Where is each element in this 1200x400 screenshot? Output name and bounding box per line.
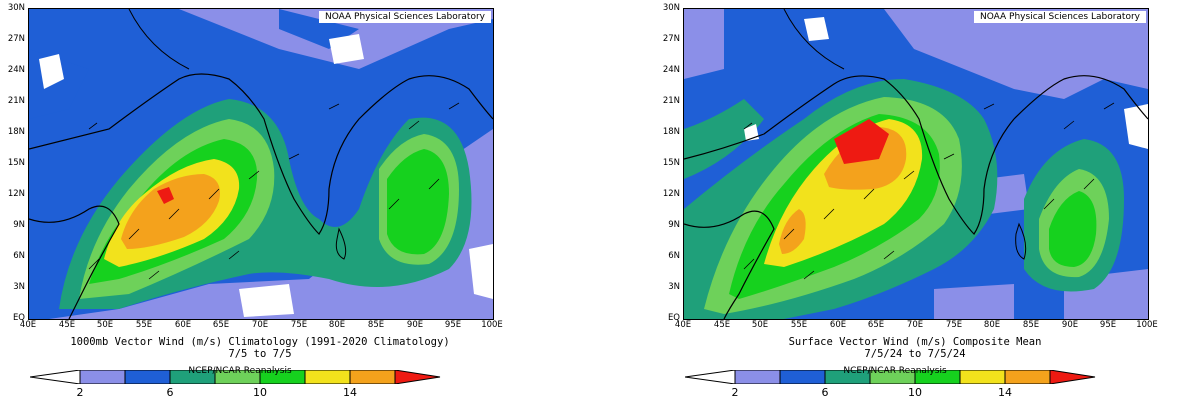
wind-speed-contour-map bbox=[684, 9, 1148, 319]
y-tick: EQ bbox=[667, 313, 680, 323]
caption-title: 1000mb Vector Wind (m/s) Climatology (19… bbox=[70, 336, 450, 348]
caption-dates: 7/5 to 7/5 bbox=[228, 348, 292, 360]
x-tick: 50E bbox=[751, 320, 769, 330]
y-tick: 30N bbox=[662, 3, 680, 13]
composite-panel: NOAA Physical Sciences Laboratory bbox=[655, 0, 1195, 400]
x-tick: 95E bbox=[1099, 320, 1117, 330]
x-tick: 95E bbox=[444, 320, 462, 330]
x-tick: 60E bbox=[174, 320, 192, 330]
colorbar-tick: 6 bbox=[166, 386, 174, 399]
x-tick: 45E bbox=[713, 320, 731, 330]
y-tick: 24N bbox=[7, 65, 25, 75]
climatology-map: NOAA Physical Sciences Laboratory bbox=[28, 8, 494, 320]
y-tick: 30N bbox=[7, 3, 25, 13]
y-tick: 27N bbox=[662, 34, 680, 44]
data-source-label: NCEP/NCAR Reanalysis bbox=[843, 366, 947, 376]
x-tick: 85E bbox=[1022, 320, 1040, 330]
map-caption: 1000mb Vector Wind (m/s) Climatology (19… bbox=[28, 336, 492, 360]
y-tick: EQ bbox=[12, 313, 25, 323]
x-tick: 75E bbox=[290, 320, 308, 330]
y-tick: 18N bbox=[662, 127, 680, 137]
y-tick: 6N bbox=[668, 251, 680, 261]
x-tick: 45E bbox=[58, 320, 76, 330]
colorbar-tick: 14 bbox=[343, 386, 357, 399]
y-tick: 9N bbox=[668, 220, 680, 230]
credit-label: NOAA Physical Sciences Laboratory bbox=[973, 11, 1146, 23]
y-tick: 27N bbox=[7, 34, 25, 44]
x-tick: 100E bbox=[1136, 320, 1158, 330]
map-caption: Surface Vector Wind (m/s) Composite Mean… bbox=[683, 336, 1147, 360]
colorbar-tick: 6 bbox=[821, 386, 829, 399]
y-tick: 15N bbox=[7, 158, 25, 168]
colorbar-tick: 2 bbox=[76, 386, 84, 399]
y-tick: 12N bbox=[7, 189, 25, 199]
y-tick: 3N bbox=[13, 282, 25, 292]
x-tick: 55E bbox=[790, 320, 808, 330]
colorbar-tick: 10 bbox=[908, 386, 922, 399]
colorbar-tick: 10 bbox=[253, 386, 267, 399]
y-tick: 21N bbox=[7, 96, 25, 106]
y-tick: 12N bbox=[662, 189, 680, 199]
x-tick: 80E bbox=[983, 320, 1001, 330]
colorbar bbox=[685, 370, 1096, 384]
y-tick: 21N bbox=[662, 96, 680, 106]
x-tick: 40E bbox=[19, 320, 37, 330]
y-tick: 3N bbox=[668, 282, 680, 292]
x-tick: 85E bbox=[367, 320, 385, 330]
colorbar bbox=[30, 370, 441, 384]
x-tick: 75E bbox=[945, 320, 963, 330]
colorbar-tick: 2 bbox=[731, 386, 739, 399]
x-tick: 80E bbox=[328, 320, 346, 330]
data-source-label: NCEP/NCAR Reanalysis bbox=[188, 366, 292, 376]
x-tick: 70E bbox=[251, 320, 269, 330]
y-tick: 24N bbox=[662, 65, 680, 75]
x-tick: 55E bbox=[135, 320, 153, 330]
x-tick: 50E bbox=[96, 320, 114, 330]
x-tick: 90E bbox=[406, 320, 424, 330]
caption-dates: 7/5/24 to 7/5/24 bbox=[864, 348, 966, 360]
climatology-panel: NOAA Physical Sciences Laboratory bbox=[0, 0, 540, 400]
composite-map: NOAA Physical Sciences Laboratory bbox=[683, 8, 1149, 320]
x-tick: 65E bbox=[212, 320, 230, 330]
x-tick: 70E bbox=[906, 320, 924, 330]
colorbar-tick: 14 bbox=[998, 386, 1012, 399]
caption-title: Surface Vector Wind (m/s) Composite Mean bbox=[788, 336, 1042, 348]
y-tick: 18N bbox=[7, 127, 25, 137]
x-tick: 60E bbox=[829, 320, 847, 330]
x-tick: 40E bbox=[674, 320, 692, 330]
x-tick: 100E bbox=[481, 320, 503, 330]
credit-label: NOAA Physical Sciences Laboratory bbox=[318, 11, 491, 23]
wind-speed-contour-map bbox=[29, 9, 493, 319]
y-tick: 9N bbox=[13, 220, 25, 230]
x-tick: 65E bbox=[867, 320, 885, 330]
y-tick: 15N bbox=[662, 158, 680, 168]
x-tick: 90E bbox=[1061, 320, 1079, 330]
y-tick: 6N bbox=[13, 251, 25, 261]
